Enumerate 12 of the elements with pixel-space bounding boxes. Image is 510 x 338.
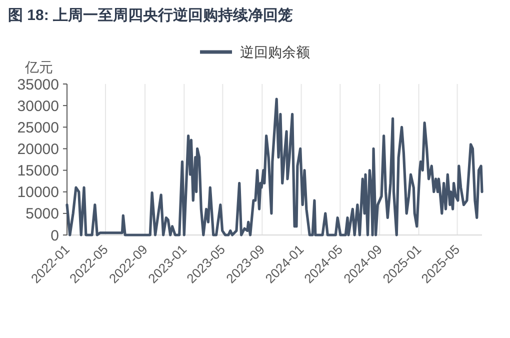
y-tick-label: 30000 [17, 98, 59, 115]
line-series [66, 98, 484, 236]
y-tick-label: 10000 [17, 184, 59, 202]
y-tick-label: 20000 [17, 140, 59, 158]
y-tick-label: 25000 [17, 119, 59, 136]
y-tick-label: 5000 [26, 206, 59, 223]
y-tick-label: 35000 [17, 76, 59, 94]
y-tick-label: 15000 [17, 162, 59, 180]
legend-label: 逆回购余额 [240, 44, 310, 60]
y-tick-label: 0 [50, 227, 59, 244]
y-axis-title: 亿元 [24, 59, 53, 75]
chart-title: 图 18: 上周一至周四央行逆回购持续净回笼 [8, 7, 294, 24]
